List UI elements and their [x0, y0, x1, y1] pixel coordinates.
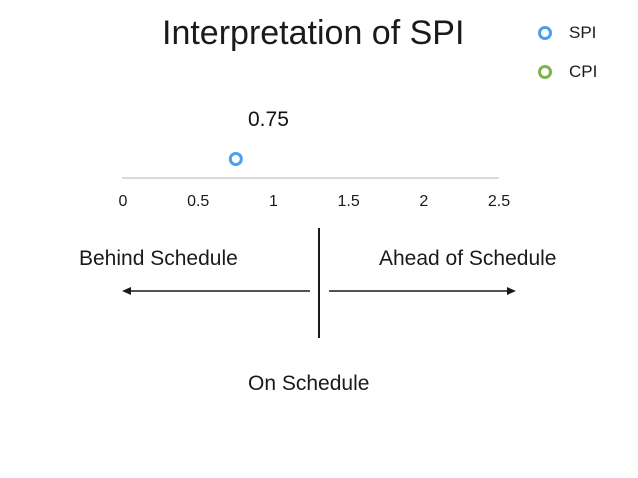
arrow-right-icon — [507, 287, 516, 295]
on-schedule-label: On Schedule — [248, 372, 370, 395]
axis-tick-label: 0.5 — [187, 193, 210, 210]
spi-legend-marker-icon — [538, 26, 552, 40]
axis-tick-label: 1.5 — [337, 193, 360, 210]
axis-tick-label: 1 — [268, 193, 278, 210]
page-title: Interpretation of SPI — [162, 14, 465, 52]
legend-label-cpi: CPI — [569, 62, 598, 81]
behind-schedule-label: Behind Schedule — [79, 247, 238, 270]
legend-item-cpi: CPI — [538, 61, 597, 83]
legend-item-spi: SPI — [538, 22, 596, 44]
arrow-left-icon — [122, 287, 131, 295]
spi-data-point — [228, 152, 243, 166]
spi-value-label: 0.75 — [248, 108, 289, 131]
legend-label-spi: SPI — [569, 23, 597, 42]
axis-tick-label: 2.5 — [487, 193, 511, 210]
cpi-legend-marker-icon — [538, 65, 552, 79]
axis-tick-label: 2 — [419, 193, 429, 210]
ahead-schedule-label: Ahead of Schedule — [379, 247, 557, 270]
axis-tick-label: 0 — [118, 193, 128, 210]
